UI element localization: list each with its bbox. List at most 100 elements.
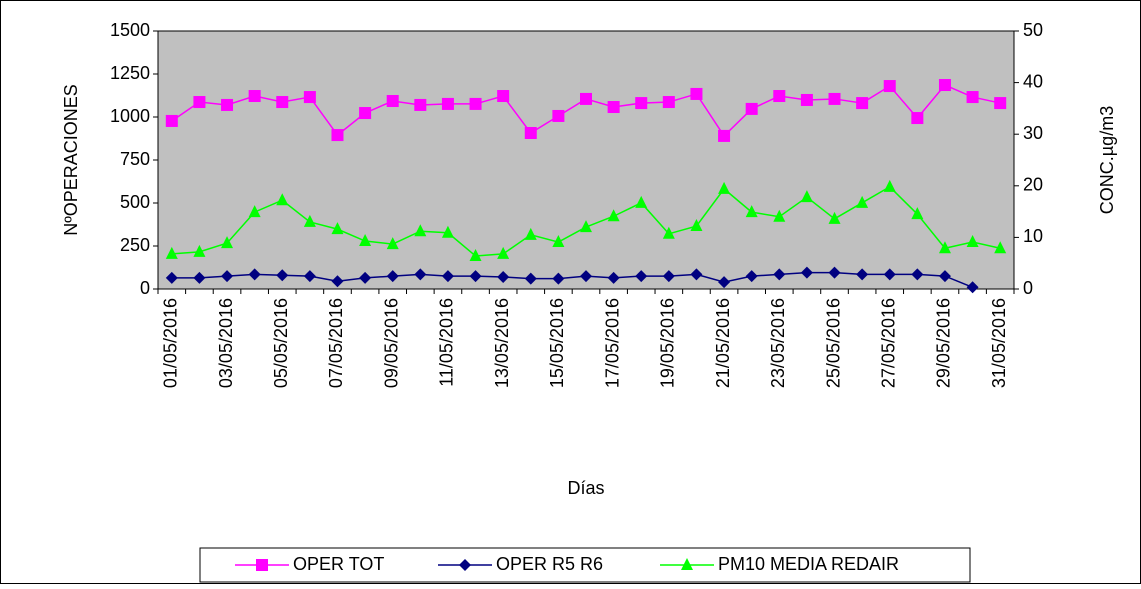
marker: [331, 222, 344, 235]
plot-area: [157, 30, 1015, 290]
marker: [718, 276, 731, 289]
marker: [662, 270, 675, 283]
marker: [911, 112, 924, 125]
marker: [773, 209, 786, 222]
marker: [469, 97, 482, 110]
y2-axis-title: CONC.µg/m3: [1097, 106, 1117, 214]
legend-label: PM10 MEDIA REDAIR: [718, 554, 899, 574]
marker: [745, 270, 758, 283]
marker: [994, 241, 1007, 254]
marker: [635, 97, 648, 110]
x-tick-label: 31/05/2016: [989, 298, 1009, 388]
y2-tick-label: 20: [1023, 175, 1043, 195]
marker: [303, 214, 316, 227]
y-tick-label: 0: [140, 278, 150, 298]
marker: [165, 271, 178, 284]
marker: [580, 270, 592, 283]
marker: [441, 97, 454, 110]
y-axis-title: NºOPERACIONES: [61, 84, 81, 236]
marker: [386, 237, 399, 250]
marker: [441, 270, 454, 283]
marker: [883, 80, 896, 93]
marker: [938, 270, 951, 283]
marker: [165, 114, 178, 127]
marker: [552, 272, 565, 285]
marker: [800, 93, 813, 106]
marker: [165, 246, 178, 259]
y-tick-label: 250: [120, 235, 150, 255]
marker: [580, 92, 592, 105]
x-tick-label: 13/05/2016: [492, 298, 512, 388]
legend-box: [199, 547, 971, 583]
marker: [497, 246, 510, 259]
y-tick-label: 1000: [110, 106, 150, 126]
marker: [911, 268, 924, 281]
marker: [524, 272, 537, 285]
marker: [221, 98, 234, 111]
marker: [441, 225, 454, 238]
marker: [552, 235, 565, 248]
marker: [883, 179, 896, 192]
y-tick-label: 1250: [110, 63, 150, 83]
x-tick-label: 19/05/2016: [658, 298, 678, 388]
marker: [276, 269, 289, 282]
marker: [938, 241, 951, 254]
marker: [745, 205, 758, 218]
x-tick-label: 09/05/2016: [381, 298, 401, 388]
marker: [690, 268, 703, 281]
y-tick-label: 1500: [110, 20, 150, 40]
marker: [303, 91, 316, 104]
marker: [800, 266, 813, 279]
marker: [497, 90, 510, 103]
marker: [497, 270, 510, 283]
marker: [359, 271, 372, 284]
y2-tick-label: 50: [1023, 20, 1043, 40]
marker: [773, 268, 786, 281]
marker: [607, 271, 620, 284]
marker: [828, 266, 841, 279]
marker: [248, 90, 261, 103]
legend-label: OPER R5 R6: [496, 554, 603, 574]
marker: [690, 87, 703, 100]
marker: [359, 234, 372, 247]
y2-tick-label: 30: [1023, 123, 1043, 143]
marker: [856, 195, 869, 208]
marker: [414, 98, 427, 111]
marker: [469, 248, 482, 261]
marker: [662, 96, 675, 109]
marker: [745, 102, 758, 115]
marker: [459, 559, 471, 571]
x-tick-label: 27/05/2016: [878, 298, 898, 388]
marker: [883, 268, 896, 281]
marker: [690, 219, 703, 232]
marker: [718, 181, 731, 194]
y-tick-label: 750: [120, 149, 150, 169]
marker: [193, 96, 206, 109]
x-tick-label: 07/05/2016: [326, 298, 346, 388]
x-tick-label: 11/05/2016: [437, 298, 457, 387]
marker: [828, 92, 841, 105]
marker: [524, 227, 537, 240]
marker: [248, 268, 261, 281]
marker: [994, 97, 1007, 110]
marker: [469, 270, 482, 283]
marker: [359, 107, 372, 120]
y2-tick-label: 0: [1023, 278, 1033, 298]
marker: [248, 205, 261, 218]
y2-tick-label: 10: [1023, 226, 1043, 246]
x-tick-label: 29/05/2016: [934, 298, 954, 388]
legend-label: OPER TOT: [293, 554, 384, 574]
x-tick-label: 01/05/2016: [161, 298, 181, 388]
marker: [276, 96, 289, 109]
marker: [635, 270, 648, 283]
marker: [331, 129, 344, 142]
x-tick-label: 15/05/2016: [547, 298, 567, 388]
x-axis-title: Días: [567, 478, 604, 498]
marker: [414, 268, 427, 281]
x-tick-label: 03/05/2016: [216, 298, 236, 388]
marker: [966, 281, 979, 294]
marker: [193, 271, 206, 284]
x-tick-label: 17/05/2016: [602, 298, 622, 388]
